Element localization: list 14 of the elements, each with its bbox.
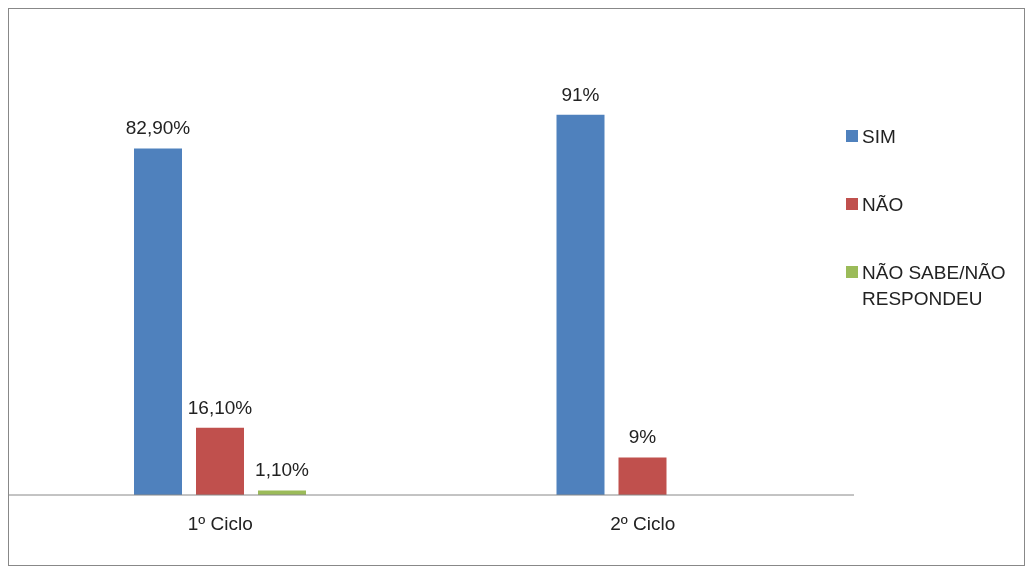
bar [196,427,244,495]
bar [618,457,667,495]
bar [134,148,182,495]
legend-label: SIM [862,125,896,149]
x-tick-label: 2º Ciclo [610,513,676,535]
legend-label: NÃO SABE/NÃO RESPONDEU [862,261,1007,311]
data-label: 91% [561,83,600,105]
data-label: 9% [628,426,657,448]
legend-label: NÃO [862,193,904,217]
x-tick-label: 1º Ciclo [187,513,253,535]
bar [556,114,605,495]
data-label: 1,10% [255,459,310,481]
data-label: 16,10% [187,396,253,418]
data-label: 82,90% [125,117,191,139]
